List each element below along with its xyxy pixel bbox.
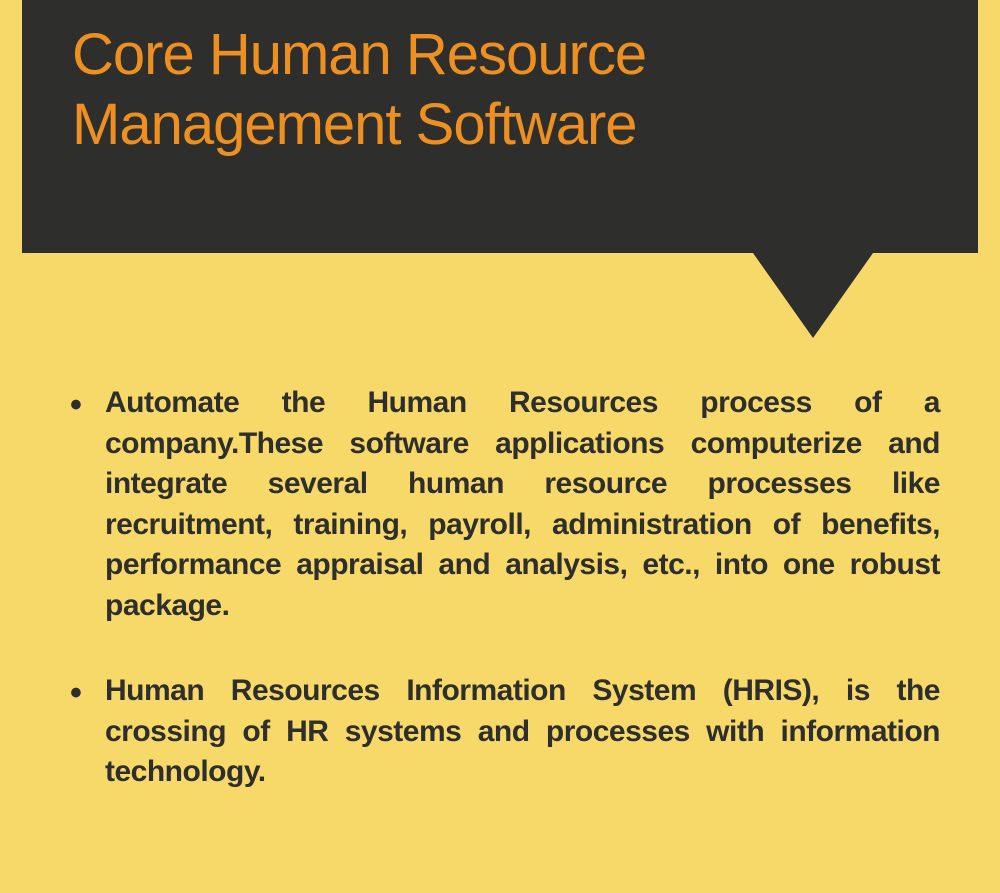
slide-title: Core Human Resource Management Software	[72, 20, 928, 159]
title-header-box: Core Human Resource Management Software	[22, 0, 978, 253]
bullet-list: Automate the Human Resources process of …	[60, 383, 940, 793]
list-item: Human Resources Information System (HRIS…	[60, 671, 940, 793]
list-item: Automate the Human Resources process of …	[60, 383, 940, 626]
content-area: Automate the Human Resources process of …	[0, 253, 1000, 878]
speech-bubble-tail	[753, 253, 873, 338]
